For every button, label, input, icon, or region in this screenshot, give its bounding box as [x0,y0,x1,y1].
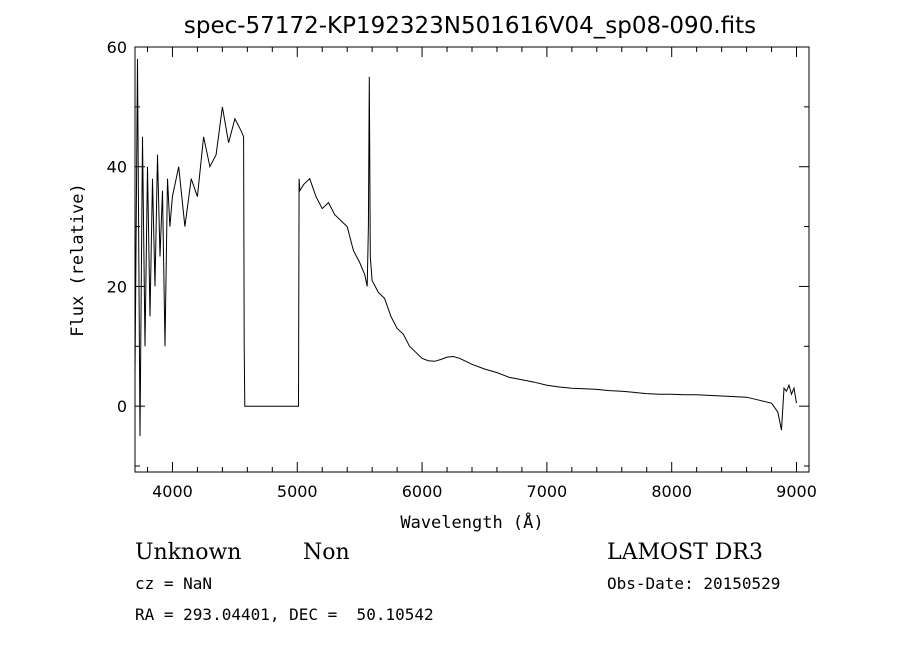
y-tick-label: 0 [117,397,127,416]
x-tick-label: 4000 [152,482,193,501]
x-tick-label: 5000 [277,482,318,501]
object-subclass: Non [303,540,350,565]
survey-label: LAMOST DR3 [607,540,763,565]
x-tick-label: 9000 [776,482,817,501]
x-axis-ticks: 4000 5000 6000 7000 8000 9000 [146,47,817,501]
object-class: Unknown [135,540,241,565]
obs-date-label: Obs-Date: 20150529 [607,574,780,593]
x-axis-label: Wavelength (Å) [400,511,543,533]
plot-frame [134,46,810,473]
y-axis-ticks: 0 20 40 60 [107,38,809,467]
x-tick-label: 8000 [651,482,692,501]
y-tick-label: 20 [107,277,127,296]
y-tick-label: 40 [107,158,127,177]
coordinates-label: RA = 293.04401, DEC = 50.10542 [135,605,434,624]
y-axis-label: Flux (relative) [68,183,88,337]
y-tick-label: 60 [107,38,127,57]
spectrum-line [134,58,797,437]
x-tick-label: 6000 [402,482,443,501]
x-tick-label: 7000 [527,482,568,501]
redshift-label: cz = NaN [135,574,212,593]
chart-title: spec-57172-KP192323N501616V04_sp08-090.f… [184,13,756,39]
